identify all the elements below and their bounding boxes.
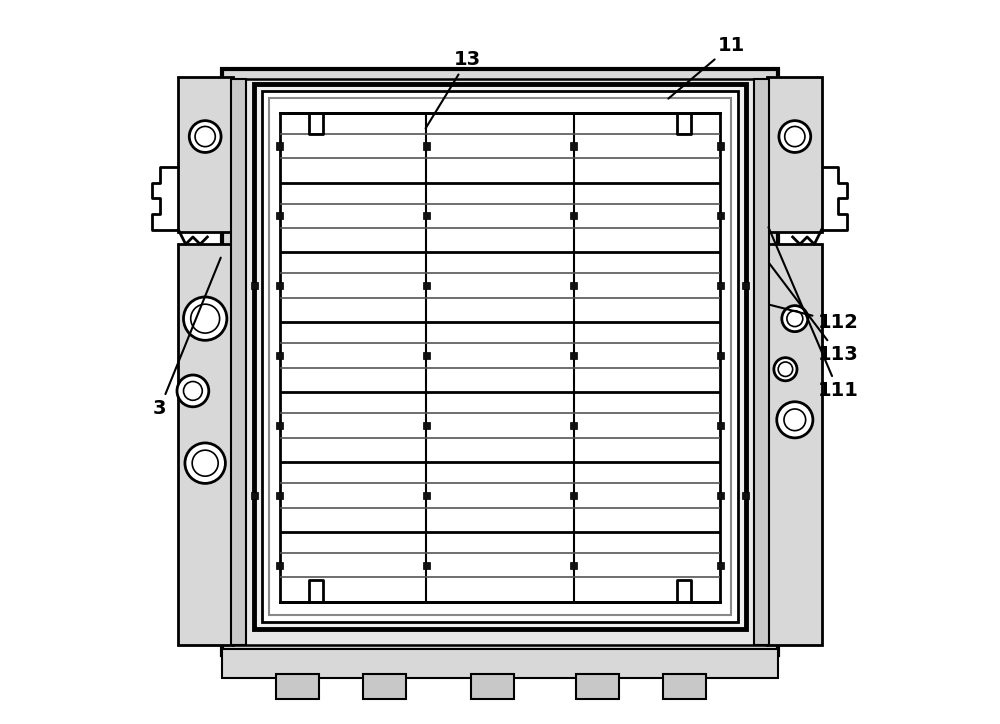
- Bar: [269, 98, 731, 615]
- Text: 112: 112: [770, 305, 859, 332]
- Bar: [280, 113, 720, 602]
- Text: 113: 113: [769, 263, 859, 364]
- Bar: [717, 212, 724, 219]
- Bar: [570, 352, 577, 359]
- Bar: [276, 352, 283, 359]
- Bar: [276, 422, 283, 429]
- Bar: [262, 91, 738, 622]
- Circle shape: [785, 127, 805, 147]
- Bar: [570, 422, 577, 429]
- Bar: [423, 562, 430, 569]
- Bar: [423, 212, 430, 219]
- Bar: [423, 282, 430, 290]
- Text: 111: 111: [768, 227, 859, 400]
- Bar: [663, 674, 706, 699]
- Bar: [742, 492, 749, 499]
- Bar: [233, 79, 767, 645]
- Bar: [363, 674, 406, 699]
- Bar: [754, 79, 769, 645]
- Circle shape: [787, 311, 803, 327]
- Bar: [742, 282, 749, 290]
- Bar: [276, 674, 319, 699]
- Bar: [276, 143, 283, 150]
- Bar: [717, 352, 724, 359]
- Bar: [570, 492, 577, 499]
- Text: 13: 13: [426, 51, 481, 128]
- Bar: [423, 143, 430, 150]
- Bar: [717, 282, 724, 290]
- Bar: [767, 244, 822, 645]
- Bar: [576, 674, 619, 699]
- Text: 11: 11: [668, 36, 745, 98]
- Bar: [423, 422, 430, 429]
- Bar: [276, 492, 283, 499]
- Bar: [423, 352, 430, 359]
- Circle shape: [189, 121, 221, 153]
- Bar: [178, 77, 233, 232]
- Text: 3: 3: [153, 258, 221, 418]
- Bar: [276, 212, 283, 219]
- Circle shape: [784, 409, 806, 431]
- Circle shape: [778, 362, 793, 376]
- Bar: [423, 492, 430, 499]
- Bar: [276, 282, 283, 290]
- Circle shape: [192, 450, 218, 476]
- Circle shape: [779, 121, 811, 153]
- Bar: [570, 212, 577, 219]
- Bar: [471, 674, 514, 699]
- Circle shape: [777, 402, 813, 438]
- Bar: [251, 282, 258, 290]
- Bar: [231, 79, 246, 645]
- Bar: [570, 143, 577, 150]
- Circle shape: [195, 127, 215, 147]
- Circle shape: [177, 375, 209, 407]
- Circle shape: [185, 443, 225, 484]
- Circle shape: [774, 358, 797, 381]
- Circle shape: [183, 297, 227, 340]
- Circle shape: [782, 306, 808, 332]
- Bar: [570, 282, 577, 290]
- Bar: [222, 70, 778, 654]
- Bar: [178, 244, 233, 645]
- Circle shape: [191, 304, 220, 333]
- Bar: [717, 143, 724, 150]
- Bar: [254, 84, 746, 629]
- Bar: [222, 649, 778, 678]
- Bar: [717, 562, 724, 569]
- Bar: [276, 562, 283, 569]
- Bar: [767, 77, 822, 232]
- Circle shape: [183, 382, 202, 400]
- Bar: [717, 492, 724, 499]
- Bar: [717, 422, 724, 429]
- Bar: [570, 562, 577, 569]
- Bar: [251, 492, 258, 499]
